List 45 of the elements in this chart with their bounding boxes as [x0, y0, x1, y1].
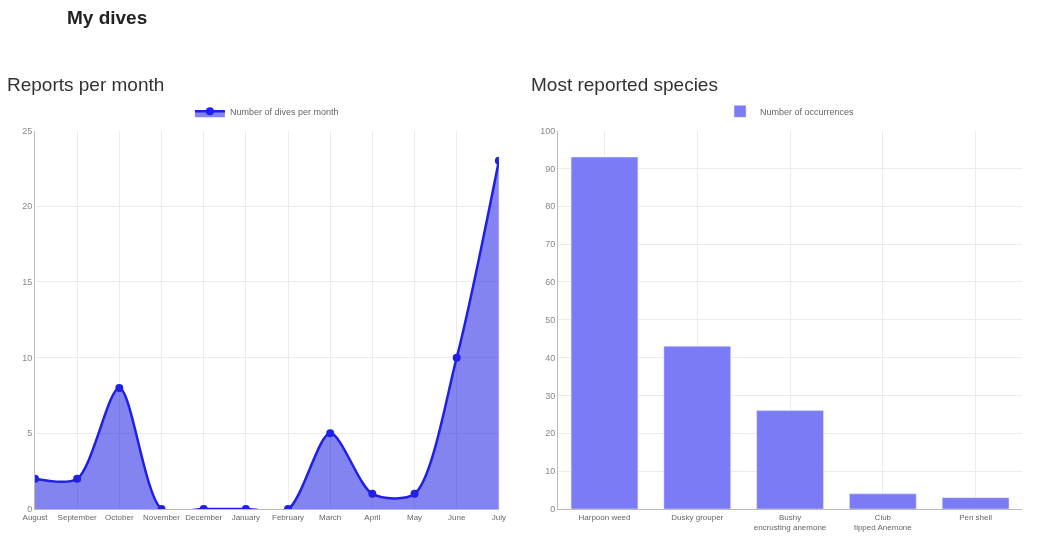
x-tick-label: Harpoon weed	[578, 512, 631, 522]
chart-title: Reports per month	[7, 74, 165, 95]
point	[368, 489, 377, 498]
y-tick-label: 10	[545, 466, 556, 477]
y-tick-label: 90	[545, 163, 556, 174]
y-tick-label: 100	[540, 125, 556, 136]
legend-label: Number of dives per month	[229, 106, 339, 117]
y-tick-label: 60	[545, 277, 556, 288]
point	[452, 353, 461, 362]
x-tick-label: October	[105, 512, 134, 522]
point	[410, 489, 419, 498]
x-tick-label: November	[143, 512, 181, 522]
x-tick-label: July	[491, 512, 507, 522]
x-tick-label: December	[185, 512, 223, 522]
x-tick-label: Club tipped Anemone	[853, 512, 913, 532]
y-tick-label: 0	[27, 504, 33, 515]
x-tick-label: June	[448, 512, 466, 522]
text: My dives	[67, 7, 148, 28]
x-tick-label: Dusky grouper	[671, 512, 724, 522]
y-tick-label: 0	[550, 504, 556, 515]
legend-label: Number of occurrences	[760, 106, 855, 117]
x-tick-label: February	[272, 512, 305, 522]
point	[326, 429, 335, 438]
y-tick-label: 70	[545, 239, 556, 250]
x-tick-label: April	[364, 512, 381, 522]
point	[73, 474, 82, 483]
x-tick-label: Pen shell	[959, 512, 993, 522]
y-tick-label: 40	[545, 352, 556, 363]
x-tick-label: May	[406, 512, 423, 522]
y-tick-label: 30	[545, 390, 556, 401]
y-tick-label: 10	[22, 352, 33, 363]
point	[115, 383, 124, 392]
y-tick-label: 25	[22, 125, 33, 136]
y-tick-label: 15	[22, 277, 33, 288]
x-tick-label: January	[231, 512, 261, 522]
y-tick-label: 5	[27, 428, 33, 439]
x-tick-label: Bushy encrusting anemone	[753, 512, 827, 532]
y-tick-label: 20	[545, 428, 556, 439]
y-tick-label: 20	[22, 201, 33, 212]
x-tick-label: August	[22, 512, 49, 522]
x-tick-label: March	[319, 512, 342, 522]
y-tick-label: 80	[545, 201, 556, 212]
x-tick-label: September	[57, 512, 98, 522]
chart-title: Most reported species	[531, 74, 718, 95]
y-tick-label: 50	[545, 314, 556, 325]
